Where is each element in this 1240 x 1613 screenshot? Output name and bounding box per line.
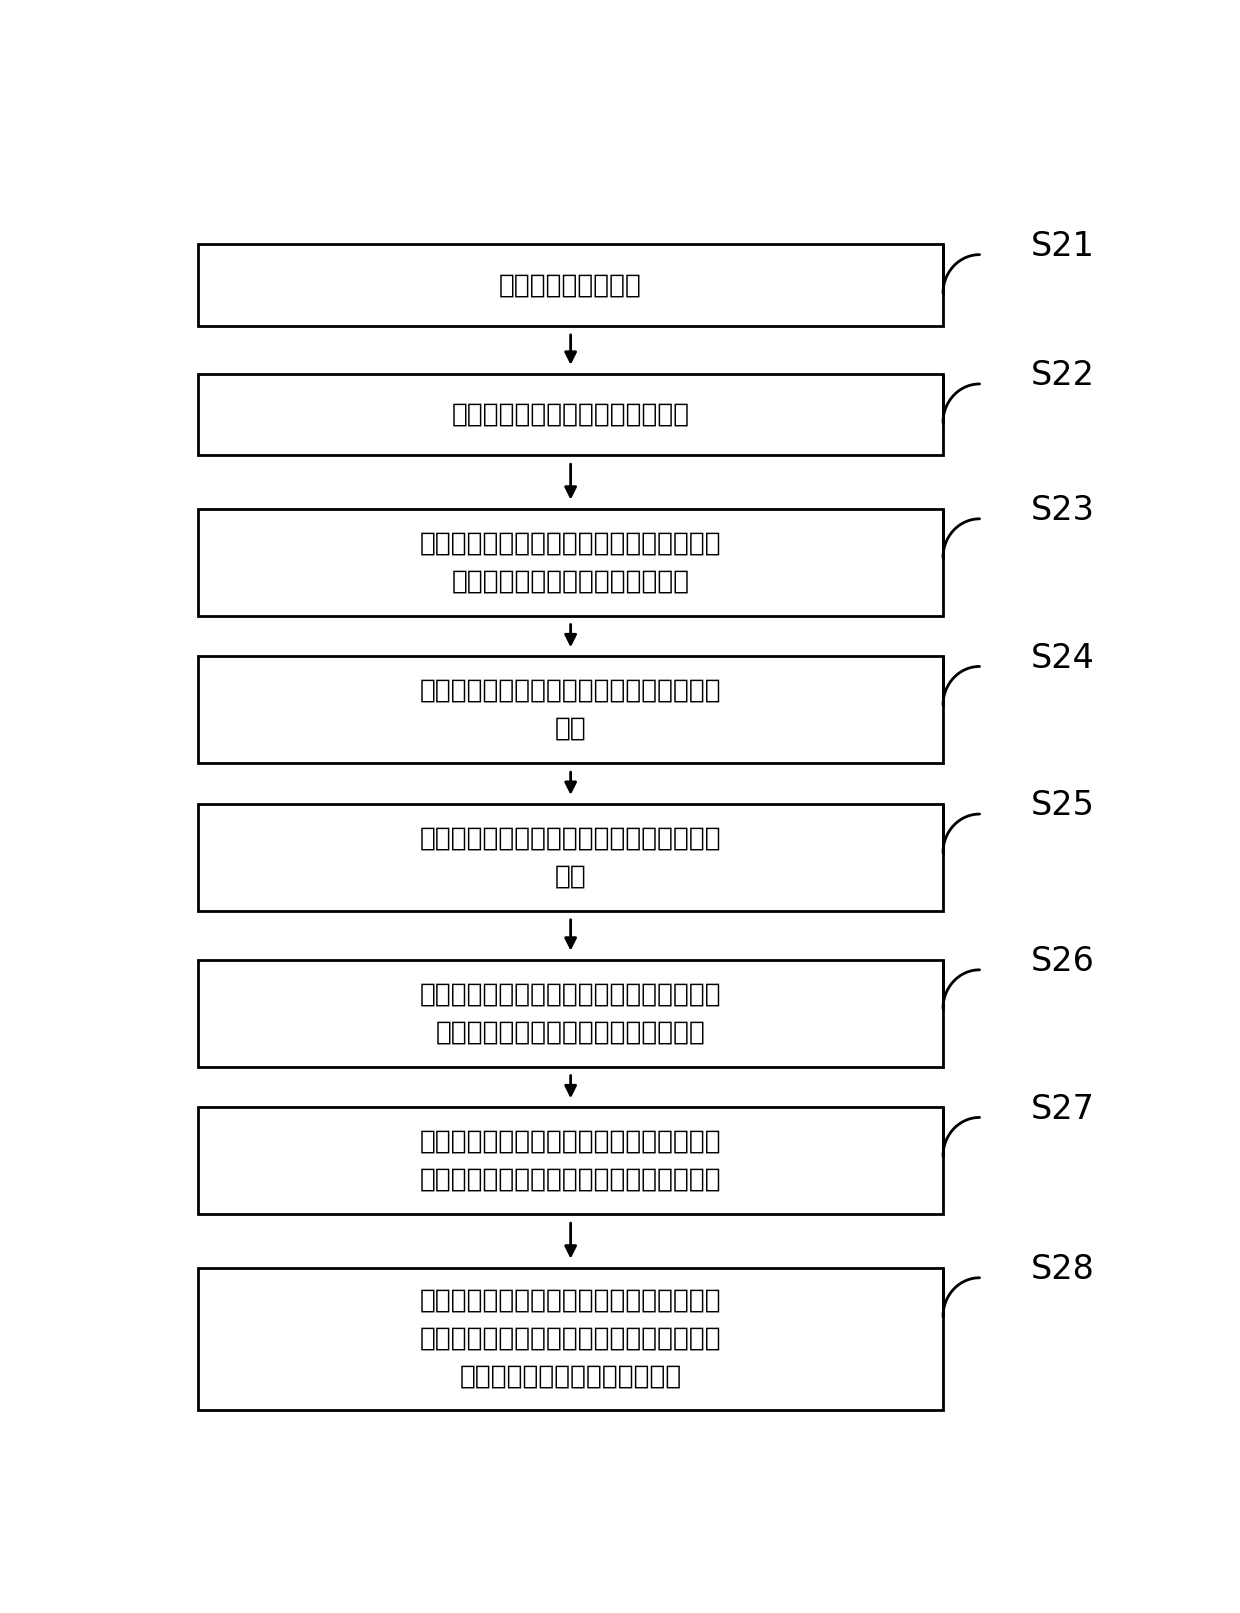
- Bar: [198, 1107, 942, 1215]
- Text: S22: S22: [1030, 360, 1095, 392]
- Bar: [198, 245, 942, 326]
- Text: 根据每个粗网格点的最终血流参数生成细网
格计算区域中每个细网格点的初始血流参数: 根据每个粗网格点的最终血流参数生成细网 格计算区域中每个细网格点的初始血流参数: [420, 1129, 722, 1192]
- Text: 对粗网格计算区域进行计算，获得粗网格计
算区域中每个粗网格点的最终血流参数: 对粗网格计算区域进行计算，获得粗网格计 算区域中每个粗网格点的最终血流参数: [420, 981, 722, 1045]
- Text: S28: S28: [1030, 1253, 1094, 1286]
- Text: 对初始网格进行放粗处理，生成粗网格计算
区域: 对初始网格进行放粗处理，生成粗网格计算 区域: [420, 826, 722, 889]
- Bar: [198, 960, 942, 1066]
- Text: 对三维模型上定义的计算区域进行离散化处
理，生成刻画计算区域的初始网格: 对三维模型上定义的计算区域进行离散化处 理，生成刻画计算区域的初始网格: [420, 531, 722, 594]
- Text: 基于每个细网格点的初始血流参数，对细网
格计算区域进行计算，获得细网格计算区域
中每个细网格点的最终血流参数: 基于每个细网格点的初始血流参数，对细网 格计算区域进行计算，获得细网格计算区域 …: [420, 1287, 722, 1390]
- Text: S23: S23: [1030, 494, 1095, 527]
- Bar: [198, 803, 942, 911]
- Bar: [198, 508, 942, 616]
- Text: S27: S27: [1030, 1092, 1095, 1126]
- Text: S26: S26: [1030, 945, 1095, 977]
- Text: S21: S21: [1030, 231, 1095, 263]
- Bar: [198, 656, 942, 763]
- Text: 获取血管的特征数据: 获取血管的特征数据: [500, 273, 642, 298]
- Text: S24: S24: [1030, 642, 1095, 674]
- Bar: [198, 374, 942, 455]
- Bar: [198, 1268, 942, 1410]
- Text: S25: S25: [1030, 789, 1095, 823]
- Text: 对初始网格进行加密处理，生成细网格计算
区域: 对初始网格进行加密处理，生成细网格计算 区域: [420, 677, 722, 742]
- Text: 根据特征数据构建血管的三维模型: 根据特征数据构建血管的三维模型: [451, 402, 689, 427]
